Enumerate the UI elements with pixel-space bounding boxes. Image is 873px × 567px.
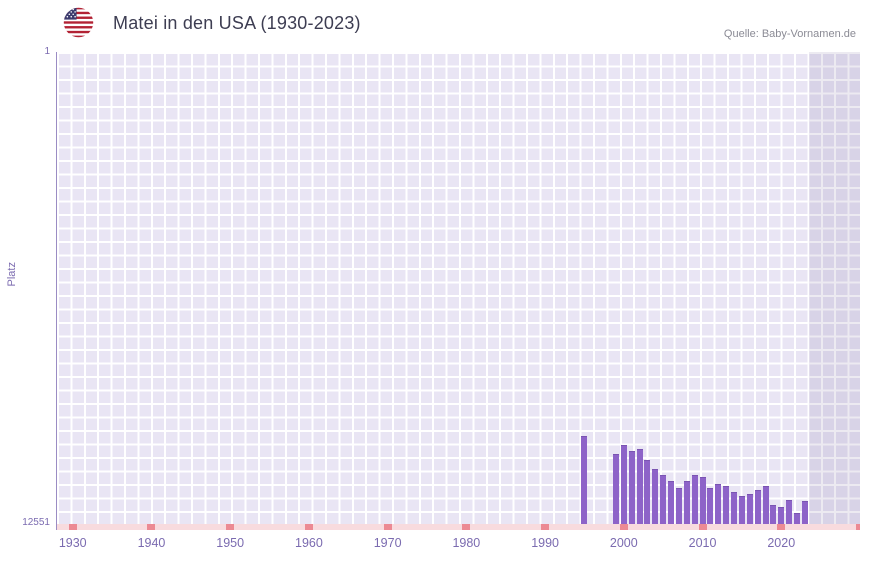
- baseline-mark-1960: [304, 524, 313, 530]
- baseline-mark-2020: [777, 524, 786, 530]
- bar-2008[interactable]: [683, 480, 690, 524]
- baseline-mark-2010: [698, 524, 707, 530]
- x-tick-label-1940: 1940: [137, 536, 166, 550]
- baseline-band: [57, 524, 860, 530]
- bar-2006[interactable]: [668, 480, 675, 524]
- source-link[interactable]: Quelle: Baby-Vornamen.de: [723, 28, 856, 40]
- y-axis-label: Platz: [6, 262, 18, 287]
- us-flag-icon: [63, 7, 94, 38]
- bar-2002[interactable]: [636, 448, 643, 524]
- bar-2003[interactable]: [644, 460, 651, 524]
- x-tick-label-1970: 1970: [373, 536, 402, 550]
- bar-2023[interactable]: [801, 501, 808, 524]
- x-tick-label-1950: 1950: [216, 536, 245, 550]
- baseline-mark-1930: [68, 524, 77, 530]
- x-tick-label-2010: 2010: [688, 536, 717, 550]
- bar-2004[interactable]: [652, 469, 659, 524]
- bar-2010[interactable]: [699, 476, 706, 524]
- bar-2021[interactable]: [786, 499, 793, 524]
- bars-container: [57, 52, 860, 524]
- x-tick-label-1980: 1980: [452, 536, 481, 550]
- baseline-mark-2000: [619, 524, 628, 530]
- bar-1999[interactable]: [612, 454, 619, 524]
- bar-2014[interactable]: [731, 491, 738, 524]
- bar-2011[interactable]: [707, 488, 714, 524]
- baseline-mark-1990: [541, 524, 550, 530]
- x-tick-label-1930: 1930: [58, 536, 87, 550]
- bar-2019[interactable]: [770, 505, 777, 524]
- plot-area: [57, 52, 860, 524]
- bar-2012[interactable]: [715, 484, 722, 524]
- bar-2013[interactable]: [723, 486, 730, 524]
- bar-2018[interactable]: [762, 486, 769, 524]
- bar-2022[interactable]: [794, 512, 801, 524]
- baseline-mark-2030: [856, 524, 860, 530]
- bar-2020[interactable]: [778, 507, 785, 524]
- x-tick-label-2020: 2020: [767, 536, 796, 550]
- baseline-mark-1970: [383, 524, 392, 530]
- y-axis-line: [56, 52, 57, 530]
- bar-2009[interactable]: [691, 475, 698, 524]
- x-tick-label-1990: 1990: [531, 536, 559, 550]
- bar-2007[interactable]: [675, 488, 682, 524]
- bar-2001[interactable]: [628, 450, 635, 524]
- y-tick-top: 1: [44, 46, 50, 57]
- baseline-mark-1950: [226, 524, 235, 530]
- bar-2000[interactable]: [620, 444, 627, 524]
- bar-1995[interactable]: [581, 435, 588, 524]
- bar-2016[interactable]: [746, 493, 753, 524]
- bar-2017[interactable]: [754, 490, 761, 524]
- baseline-mark-1980: [462, 524, 471, 530]
- baseline-mark-1940: [147, 524, 156, 530]
- bar-2015[interactable]: [738, 495, 745, 524]
- x-tick-label-1960: 1960: [295, 536, 323, 550]
- future-shade-region: [808, 52, 860, 524]
- y-tick-bottom: 12551: [22, 517, 50, 528]
- x-tick-label-2000: 2000: [609, 536, 638, 550]
- page-title: Matei in den USA (1930-2023): [113, 13, 361, 33]
- bar-2005[interactable]: [660, 475, 667, 524]
